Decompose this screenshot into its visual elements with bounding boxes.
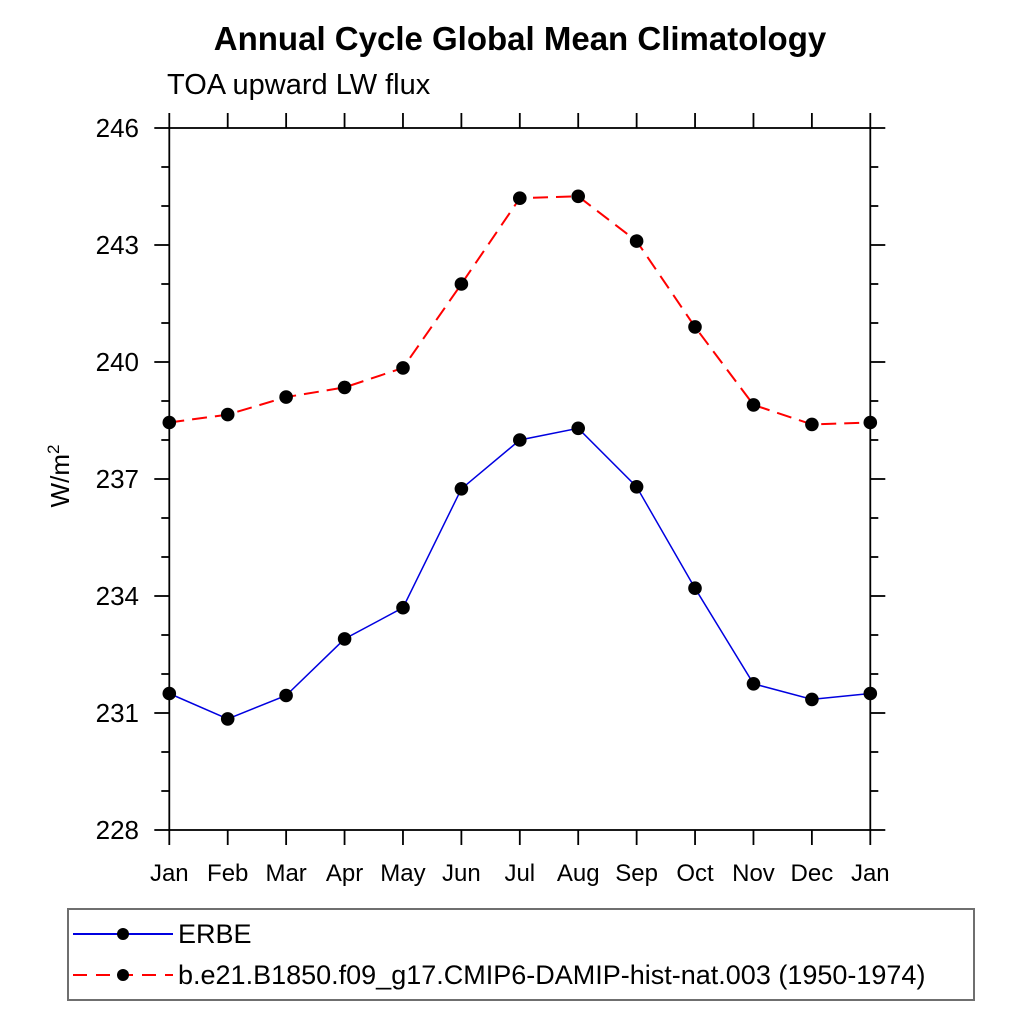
model-data-point — [279, 390, 293, 404]
y-tick-label: 246 — [96, 113, 139, 143]
chart-subtitle: TOA upward LW flux — [167, 69, 431, 101]
erbe-line — [169, 427, 871, 720]
x-tick-label: Mar — [265, 860, 306, 887]
model-data-point — [162, 415, 177, 430]
y-tick-label: 228 — [96, 815, 139, 845]
model-data-point — [337, 380, 352, 395]
model-data-point — [571, 189, 585, 204]
y-tick-label: 240 — [96, 347, 139, 377]
erbe-data-point — [396, 600, 410, 615]
x-tick-label: Jun — [442, 860, 481, 887]
x-tick-label: Jul — [504, 860, 535, 887]
model-data-point — [454, 277, 469, 291]
legend-marker-dot — [117, 928, 129, 940]
erbe-data-point — [337, 632, 352, 646]
model-line — [169, 195, 871, 426]
x-tick-label: Dec — [791, 860, 834, 887]
erbe-data-point — [279, 688, 293, 703]
y-tick-label: 231 — [96, 698, 139, 728]
x-tick-label: Jan — [851, 860, 890, 887]
legend-item-erbe: ERBE — [71, 915, 973, 954]
erbe-data-point — [688, 581, 702, 595]
model-data-point — [863, 415, 878, 430]
legend: ERBE b.e21.B1850.f09_g17.CMIP6-DAMIP-his… — [67, 908, 975, 1001]
y-axis-label-base: W/m — [44, 454, 75, 508]
model-data-point — [688, 320, 702, 334]
x-tick-label: Apr — [326, 860, 363, 887]
x-tick-label: May — [380, 860, 425, 887]
x-tick-label: Feb — [207, 860, 248, 887]
y-tick-label: 243 — [96, 230, 139, 260]
y-tick-label: 234 — [96, 581, 139, 611]
model-data-point — [629, 234, 644, 248]
model-data-point — [396, 361, 410, 375]
erbe-data-point — [454, 482, 469, 496]
legend-marker-dot — [117, 969, 129, 981]
erbe-data-point — [805, 692, 819, 707]
erbe-data-point — [863, 686, 878, 701]
x-tick-label: Nov — [732, 860, 775, 887]
y-axis-label: W/m2 — [44, 445, 76, 508]
chart-title: Annual Cycle Global Mean Climatology — [213, 20, 827, 57]
erbe-data-point — [571, 421, 585, 436]
legend-label-model: b.e21.B1850.f09_g17.CMIP6-DAMIP-hist-nat… — [178, 959, 926, 990]
x-tick-label: Sep — [615, 860, 658, 887]
model-data-point — [746, 398, 761, 412]
legend-dashed-line-sample — [73, 969, 173, 981]
legend-solid-line-sample — [73, 928, 173, 940]
erbe-data-point — [746, 677, 761, 691]
x-tick-label: Oct — [676, 860, 714, 887]
y-tick-label: 237 — [96, 464, 139, 494]
x-tick-label: Jan — [150, 860, 189, 887]
model-data-point — [513, 191, 527, 205]
erbe-data-point — [162, 686, 177, 701]
model-data-point — [805, 417, 819, 432]
erbe-data-point — [513, 433, 527, 447]
legend-item-model: b.e21.B1850.f09_g17.CMIP6-DAMIP-hist-nat… — [71, 956, 973, 995]
y-axis-label-exponent: 2 — [44, 444, 64, 455]
erbe-data-point — [629, 480, 644, 494]
plot-frame — [168, 127, 872, 831]
model-data-point — [220, 407, 235, 422]
erbe-data-point — [220, 712, 235, 726]
legend-label-erbe: ERBE — [178, 918, 252, 949]
x-tick-label: Aug — [557, 860, 600, 887]
